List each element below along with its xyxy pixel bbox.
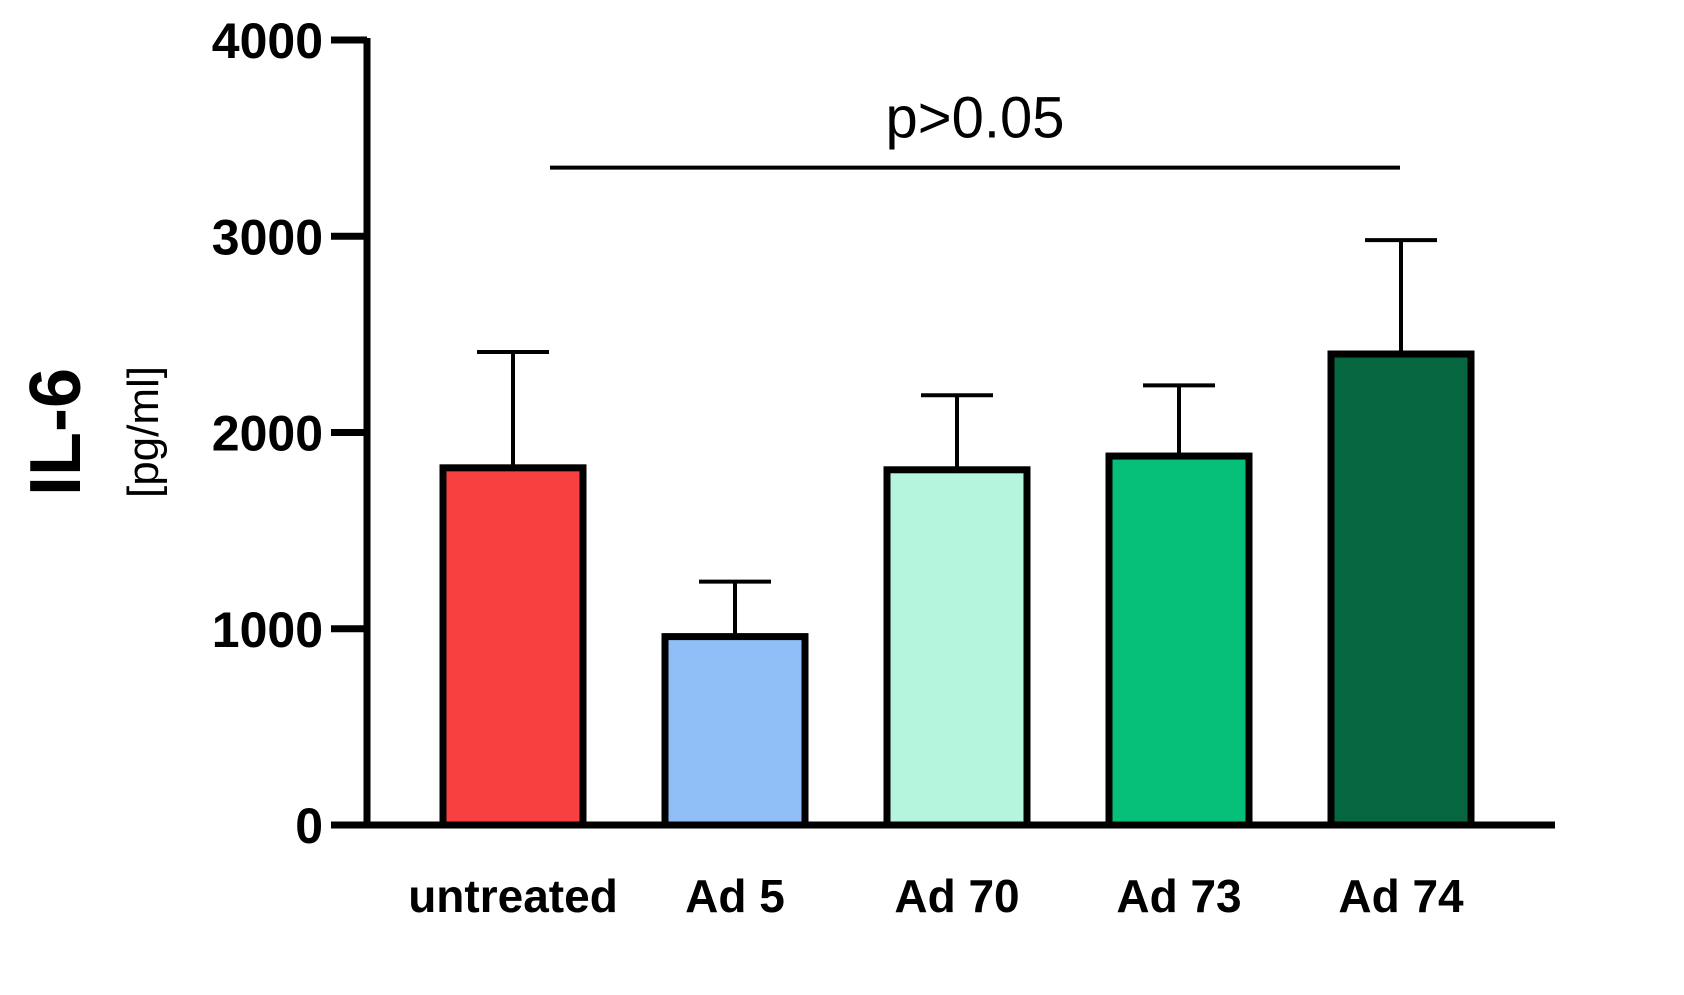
- bars: [439, 350, 1475, 829]
- bar-untreated: [439, 464, 587, 829]
- category-label-ad-73: Ad 73: [1116, 870, 1241, 922]
- category-label-ad-70: Ad 70: [894, 870, 1019, 922]
- y-axis-label: IL-6: [16, 368, 96, 496]
- y-tick-label-0: 0: [295, 798, 323, 854]
- category-label-ad-74: Ad 74: [1338, 870, 1464, 922]
- bar-ad-74: [1327, 350, 1475, 829]
- error-bars: [477, 238, 1437, 637]
- category-label-ad-5: Ad 5: [685, 870, 785, 922]
- category-labels: untreated Ad 5 Ad 70 Ad 73 Ad 74: [408, 870, 1464, 922]
- y-tick-label-4000: 4000: [212, 13, 323, 69]
- y-axis-unit: [pg/ml]: [119, 366, 168, 498]
- y-axis: 0 1000 2000 3000 4000: [212, 13, 371, 854]
- y-axis-title: IL-6 [pg/ml]: [16, 366, 168, 498]
- y-tick-label-3000: 3000: [212, 209, 323, 265]
- category-label-untreated: untreated: [408, 870, 618, 922]
- bar-ad-73: [1105, 452, 1253, 829]
- y-tick-label-2000: 2000: [212, 406, 323, 462]
- significance-label: p>0.05: [885, 86, 1064, 151]
- y-tick-label-1000: 1000: [212, 602, 323, 658]
- bar-ad-70: [883, 466, 1031, 829]
- bar-ad-5: [661, 633, 809, 829]
- significance-annotation: p>0.05: [550, 86, 1400, 170]
